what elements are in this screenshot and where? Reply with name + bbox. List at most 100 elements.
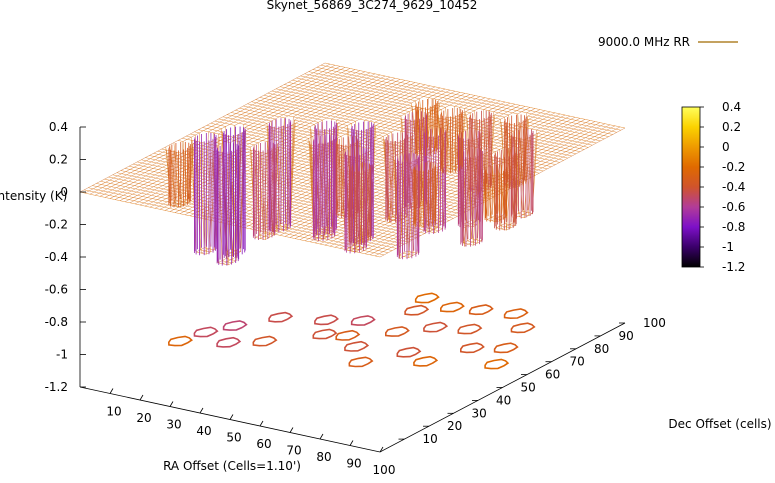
z-ticks: 0.4 0.2 0 -0.2 -0.4 -0.6 -0.8 -1 -1.2 xyxy=(45,120,86,394)
z-tick-label: -0.6 xyxy=(45,283,68,297)
base-contour xyxy=(423,321,449,333)
colorbar: 0.4 0.2 0 -0.2 -0.4 -0.6 -0.8 -1 -1.2 xyxy=(681,100,745,274)
base-contour xyxy=(167,335,194,347)
x-tick-label: 100 xyxy=(373,463,396,477)
z-axis-label: Intensity (K) xyxy=(0,189,67,203)
base-contour xyxy=(484,358,510,370)
mesh-line xyxy=(364,124,611,255)
base-contour xyxy=(314,314,339,326)
base-contour xyxy=(268,311,294,323)
z-tick-label: -0.2 xyxy=(45,218,68,232)
mesh-line xyxy=(259,101,506,256)
base-contour xyxy=(459,342,485,354)
mesh-line xyxy=(99,67,346,255)
y-tick-label: 30 xyxy=(472,406,487,420)
x-tick-mark xyxy=(379,446,384,453)
x-tick-label: 50 xyxy=(226,431,241,445)
y-tick-label: 60 xyxy=(545,368,560,382)
x-ticks: 10 20 30 40 50 60 70 80 90 100 xyxy=(106,388,396,477)
x-tick-label: 70 xyxy=(286,444,301,458)
x-tick-label: 80 xyxy=(316,450,331,464)
base-contour xyxy=(222,320,248,331)
base-contour xyxy=(510,322,536,334)
x-tick-label: 40 xyxy=(196,424,211,438)
y-tick-label: 10 xyxy=(423,432,438,446)
colorbar-tick-label: -0.6 xyxy=(722,200,745,214)
x-tick-label: 90 xyxy=(346,457,361,471)
z-tick-label: -1 xyxy=(56,348,68,362)
base-contour xyxy=(439,301,465,313)
x-tick-mark xyxy=(199,407,204,414)
base-contour xyxy=(468,304,494,316)
base-contour xyxy=(335,329,361,341)
mesh-line xyxy=(94,66,341,254)
colorbar-tick-label: 0 xyxy=(722,140,730,154)
base-contours xyxy=(167,292,536,370)
y-axis-label: Dec Offset (cells) xyxy=(668,417,771,431)
colorbar-gradient xyxy=(681,106,701,268)
z-tick-label: -0.8 xyxy=(45,315,68,329)
colorbar-ticks: 0.4 0.2 0 -0.2 -0.4 -0.6 -0.8 -1 -1.2 xyxy=(700,100,745,274)
x-tick-mark xyxy=(349,440,354,446)
surface-mesh xyxy=(79,62,626,266)
mesh-line xyxy=(379,127,626,258)
x-tick-label: 30 xyxy=(166,418,181,432)
z-tick-label: 0.4 xyxy=(49,120,68,134)
base-contour xyxy=(404,304,430,316)
base-contour xyxy=(413,355,439,367)
mesh-line xyxy=(84,63,331,206)
colorbar-tick-label: -1 xyxy=(722,240,734,254)
x-tick-mark xyxy=(289,427,294,433)
base-contour xyxy=(493,342,519,354)
mesh-line xyxy=(79,62,326,193)
chart-title: Skynet_56869_3C274_9629_10452 xyxy=(267,0,478,12)
base-contour xyxy=(350,315,376,326)
z-tick-label: -0.4 xyxy=(45,250,68,264)
base-contour xyxy=(216,336,242,348)
x-tick-mark xyxy=(229,414,234,420)
y-ticks: 10 20 30 40 50 60 70 80 90 100 xyxy=(398,316,666,446)
x-tick-mark xyxy=(139,394,144,401)
mesh-line xyxy=(314,113,561,244)
x-axis-label: RA Offset (Cells=1.10') xyxy=(163,459,301,473)
base-contour xyxy=(344,340,370,352)
mesh-line xyxy=(109,69,356,257)
mesh-line xyxy=(179,84,426,241)
base-contour xyxy=(252,335,278,347)
mesh-line xyxy=(159,80,406,234)
z-tick-label: -1.2 xyxy=(45,380,68,394)
mesh-line xyxy=(124,72,371,265)
colorbar-tick-label: 0.4 xyxy=(722,100,741,114)
x-tick-label: 10 xyxy=(106,405,121,419)
y-tick-label: 80 xyxy=(594,342,609,356)
base-contour xyxy=(503,308,529,320)
base-contour xyxy=(457,323,483,335)
legend: 9000.0 MHz RR xyxy=(598,35,738,49)
x-tick-label: 20 xyxy=(136,411,151,425)
y-tick-label: 40 xyxy=(496,393,511,407)
colorbar-tick-label: -1.2 xyxy=(722,260,745,274)
mesh-line xyxy=(144,76,391,238)
mesh-line xyxy=(224,94,471,253)
legend-label: 9000.0 MHz RR xyxy=(598,35,690,49)
base-contour xyxy=(414,292,440,304)
y-tick-label: 100 xyxy=(643,316,666,330)
mesh-line xyxy=(334,118,581,248)
base-contour xyxy=(312,328,338,340)
base-contour xyxy=(193,326,219,338)
x-tick-mark xyxy=(109,388,114,394)
y-tick-label: 50 xyxy=(521,381,536,395)
base-contour xyxy=(384,326,410,337)
base-contour xyxy=(348,356,374,368)
colorbar-tick-label: 0.2 xyxy=(722,120,741,134)
mesh-line xyxy=(89,64,336,253)
x-tick-mark xyxy=(319,433,324,440)
y-tick-label: 90 xyxy=(619,329,634,343)
colorbar-tick-label: -0.2 xyxy=(722,160,745,174)
y-tick-label: 70 xyxy=(570,355,585,369)
colorbar-tick-label: -0.8 xyxy=(722,220,745,234)
mesh-line xyxy=(114,70,361,200)
x-tick-label: 60 xyxy=(256,437,271,451)
y-tick-label: 20 xyxy=(447,419,462,433)
